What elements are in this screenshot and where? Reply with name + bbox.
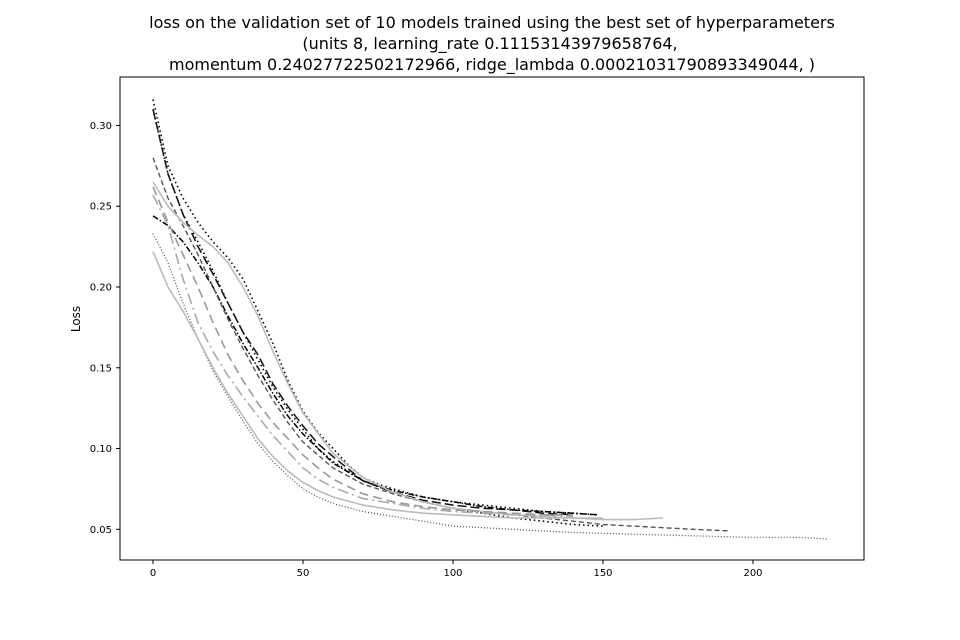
y-tick-label: 0.30 [90, 121, 112, 132]
series-line-9 [152, 194, 574, 518]
series-line-5 [152, 157, 730, 532]
y-axis-label: Loss [69, 306, 83, 332]
x-tick-label: 100 [443, 568, 462, 579]
chart-title-line-2: (units 8, learning_rate 0.11153143979658… [302, 34, 677, 54]
series-line-1 [152, 99, 598, 516]
series-line-3 [152, 109, 574, 516]
series-line-2 [152, 109, 604, 527]
y-tick-label: 0.20 [90, 283, 112, 294]
x-tick-label: 150 [593, 568, 612, 579]
series-layer [152, 99, 829, 540]
series-line-8 [152, 251, 603, 519]
y-tick-label: 0.25 [90, 202, 112, 213]
x-tick-label: 200 [743, 568, 762, 579]
y-tick-label: 0.15 [90, 363, 112, 374]
series-line-4 [152, 215, 598, 516]
series-line-6 [152, 233, 829, 540]
x-ticks: 0 50 100 150 200 [150, 560, 763, 579]
y-tick-label: 0.05 [90, 525, 112, 536]
x-tick-label: 50 [297, 568, 310, 579]
y-ticks: 0.05 0.10 0.15 0.20 0.25 0.30 [90, 121, 120, 536]
chart-title-line-3: momentum 0.24027722502172966, ridge_lamb… [169, 55, 815, 75]
x-tick-label: 0 [150, 568, 156, 579]
y-tick-label: 0.10 [90, 444, 112, 455]
series-line-10 [152, 186, 573, 516]
plot-frame [119, 76, 865, 561]
chart-title-line-1: loss on the validation set of 10 models … [149, 13, 835, 32]
series-line-7 [152, 181, 664, 521]
